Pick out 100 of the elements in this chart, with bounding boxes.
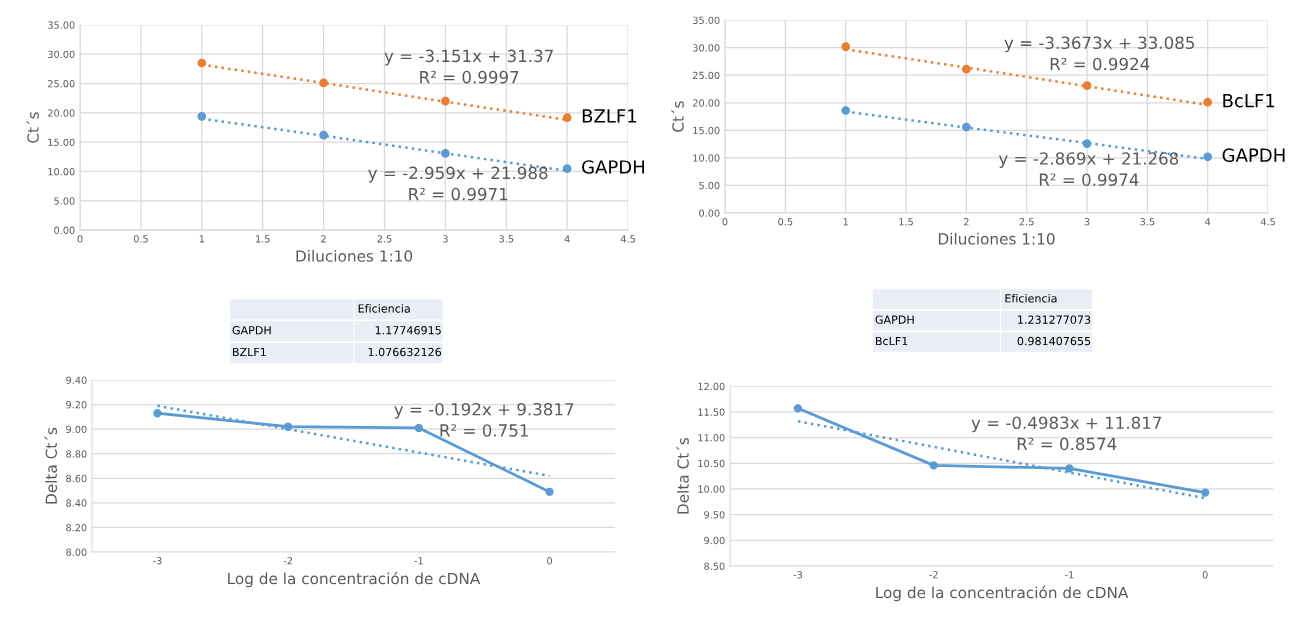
point xyxy=(562,113,572,122)
y-tick-label: 5.00 xyxy=(54,197,75,205)
x-tick-label: 2 xyxy=(963,218,969,226)
x-tick-label: 2.5 xyxy=(377,235,392,243)
annotation: y = -3.3673x + 33.085 R² = 0.9924 xyxy=(1004,36,1194,71)
y-tick-label: 9.00 xyxy=(704,536,725,545)
category-label: GAPDH xyxy=(232,326,271,335)
data-label: 1.17746915 xyxy=(375,326,441,335)
point xyxy=(319,78,328,88)
x-tick-label: -2 xyxy=(929,571,938,579)
text: Eficiencia xyxy=(1005,293,1057,303)
point xyxy=(929,461,938,470)
y-tick-label: 15.00 xyxy=(693,126,720,135)
x-tick-label: 0 xyxy=(722,218,728,226)
x-tick-label: 0 xyxy=(1202,571,1208,579)
category-label: BcLF1 xyxy=(876,336,908,346)
x-tick-label: 0.5 xyxy=(133,235,148,243)
point xyxy=(961,122,971,132)
y-tick-label: 0.00 xyxy=(54,226,75,234)
x-tick-label: 4 xyxy=(564,235,570,243)
y-tick-label: 35.00 xyxy=(693,16,720,24)
x-tick-label: -3 xyxy=(793,571,802,579)
y-axis-title: Ct´s xyxy=(26,112,39,143)
y-tick-label: 12.00 xyxy=(698,382,725,391)
y-tick-label: 11.50 xyxy=(698,408,725,416)
point xyxy=(1203,97,1213,107)
y-tick-label: 9.20 xyxy=(66,401,87,409)
y-tick-label: 9.40 xyxy=(66,376,87,384)
x-tick-label: -1 xyxy=(414,557,423,565)
series-label: GAPDH xyxy=(1222,148,1285,163)
x-tick-label: -3 xyxy=(153,557,162,565)
y-tick-label: 10.00 xyxy=(698,485,725,493)
y-tick-label: 0.00 xyxy=(699,209,720,217)
point xyxy=(1201,488,1210,497)
x-axis-title: Diluciones 1:10 xyxy=(296,249,413,262)
point xyxy=(961,64,971,74)
y-tick-label: 8.50 xyxy=(704,562,725,570)
x-tick-label: 4.5 xyxy=(620,235,635,243)
y-tick-label: 8.20 xyxy=(66,523,87,532)
x-axis-title: Log de la concentración de cDNA xyxy=(876,585,1129,602)
series-label: BZLF1 xyxy=(582,109,637,123)
y-tick-label: 8.00 xyxy=(66,548,87,556)
annotation: y = -2.959x + 21.988 R² = 0.9971 xyxy=(368,166,548,201)
x-tick-label: 2 xyxy=(321,235,326,243)
y-tick-label: 10.00 xyxy=(48,167,75,176)
point xyxy=(283,422,293,431)
point xyxy=(1082,81,1092,91)
annotation: y = -0.192x + 9.3817 R² = 0.751 xyxy=(394,402,574,437)
y-tick-label: 25.00 xyxy=(48,80,75,88)
point xyxy=(793,404,803,413)
y-tick-label: 9.50 xyxy=(704,511,725,519)
category-label: BZLF1 xyxy=(233,347,266,357)
x-tick-label: 3.5 xyxy=(1140,218,1155,226)
point xyxy=(319,130,328,140)
y-tick-label: 15.00 xyxy=(48,138,75,146)
x-tick-label: 3 xyxy=(443,235,448,243)
x-tick-label: 0 xyxy=(547,557,552,565)
y-tick-label: 8.40 xyxy=(66,499,87,507)
text: Eficiencia xyxy=(358,304,410,313)
x-tick-label: -1 xyxy=(1065,571,1074,579)
y-tick-label: 20.00 xyxy=(693,99,720,107)
x-tick-label: 1.5 xyxy=(899,218,913,226)
x-axis-title: Log de la concentración de cDNA xyxy=(228,571,481,588)
category-label: GAPDH xyxy=(875,315,914,324)
annotation: y = -2.869x + 21.268 R² = 0.9974 xyxy=(998,152,1179,186)
x-axis-title: Diluciones 1:10 xyxy=(938,232,1055,245)
annotation: y = -0.4983x + 11.817 R² = 0.8574 xyxy=(971,416,1162,451)
x-tick-label: 2.5 xyxy=(1019,218,1034,226)
y-tick-label: 10.50 xyxy=(698,459,725,468)
point xyxy=(414,423,424,433)
point xyxy=(441,148,450,158)
point xyxy=(153,409,162,418)
y-tick-label: 8.60 xyxy=(66,474,87,483)
point xyxy=(562,164,572,173)
point xyxy=(441,96,450,106)
x-tick-label: 0 xyxy=(77,235,83,243)
series-label: GAPDH xyxy=(582,160,645,174)
y-axis-title: Delta Ct´s xyxy=(676,437,689,514)
x-tick-label: -2 xyxy=(283,557,292,565)
y-tick-label: 30.00 xyxy=(48,50,75,59)
data-label: 1.231277073 xyxy=(1018,315,1091,324)
point xyxy=(1203,152,1213,162)
y-tick-label: 11.00 xyxy=(698,434,725,442)
data-label: 0.981407655 xyxy=(1017,336,1091,346)
y-tick-label: 25.00 xyxy=(693,71,720,80)
y-tick-label: 35.00 xyxy=(48,21,75,29)
point xyxy=(197,111,207,121)
y-tick-label: 9.00 xyxy=(66,425,87,434)
x-tick-label: 1 xyxy=(843,218,848,226)
y-tick-label: 20.00 xyxy=(48,109,75,117)
annotation: y = -3.151x + 31.37 R² = 0.9997 xyxy=(384,49,553,84)
point xyxy=(545,487,554,496)
y-axis-title: Ct´s xyxy=(671,101,684,132)
y-tick-label: 5.00 xyxy=(699,181,720,190)
x-tick-label: 4 xyxy=(1205,218,1211,226)
series-label: BcLF1 xyxy=(1223,94,1275,108)
x-tick-label: 3.5 xyxy=(499,235,514,243)
y-tick-label: 30.00 xyxy=(693,44,720,52)
point xyxy=(841,106,851,115)
x-tick-label: 1.5 xyxy=(256,235,270,243)
